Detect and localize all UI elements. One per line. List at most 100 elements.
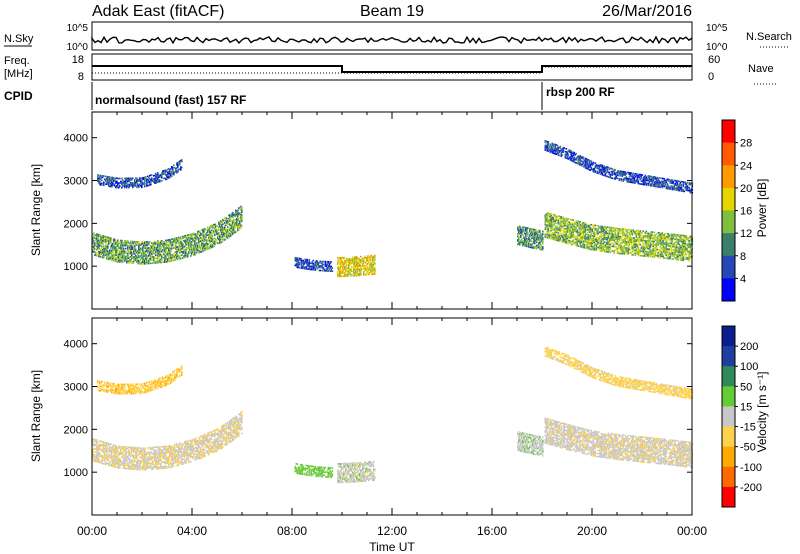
data-pixel	[136, 182, 138, 184]
data-pixel	[591, 247, 594, 249]
data-pixel	[209, 239, 211, 242]
data-pixel	[671, 180, 674, 183]
data-pixel	[364, 269, 366, 272]
data-pixel	[621, 249, 624, 252]
data-pixel	[609, 240, 612, 243]
data-pixel	[681, 240, 684, 243]
data-pixel	[565, 237, 568, 240]
data-pixel	[636, 232, 639, 235]
data-pixel	[609, 176, 612, 179]
data-pixel	[599, 225, 602, 227]
data-pixel	[623, 242, 626, 244]
data-pixel	[597, 167, 600, 170]
colorbar-tick-label: 28	[740, 138, 752, 150]
data-pixel	[201, 243, 203, 245]
data-pixel	[650, 252, 653, 255]
data-pixel	[583, 243, 586, 246]
data-pixel	[579, 164, 582, 166]
sky-panel-frame	[91, 21, 693, 51]
data-pixel	[171, 238, 173, 240]
data-pixel	[662, 237, 665, 239]
data-pixel	[625, 242, 628, 245]
data-pixel	[637, 251, 640, 254]
data-pixel	[313, 266, 316, 268]
data-pixel	[582, 240, 585, 242]
data-pixel	[154, 252, 156, 255]
data-pixel	[642, 230, 645, 232]
data-pixel	[208, 240, 210, 242]
data-pixel	[159, 247, 161, 250]
data-pixel	[562, 146, 565, 149]
data-pixel	[564, 224, 567, 227]
data-pixel	[178, 241, 180, 243]
data-pixel	[229, 229, 231, 232]
data-pixel	[197, 234, 199, 236]
data-pixel	[621, 239, 624, 241]
data-pixel	[576, 223, 579, 226]
data-pixel	[107, 245, 109, 248]
data-pixel	[124, 244, 126, 247]
data-pixel	[175, 259, 177, 261]
data-pixel	[93, 232, 95, 235]
data-pixel	[592, 246, 595, 248]
data-pixel	[538, 237, 540, 239]
data-pixel	[657, 183, 660, 185]
data-pixel	[186, 240, 188, 243]
data-pixel	[555, 239, 558, 241]
data-pixel	[590, 242, 593, 245]
data-pixel	[193, 240, 195, 242]
data-pixel	[639, 251, 642, 254]
data-pixel	[677, 241, 680, 244]
data-pixel	[115, 251, 117, 253]
data-pixel	[581, 235, 584, 238]
data-pixel	[652, 250, 655, 252]
data-pixel	[600, 244, 603, 246]
data-pixel	[661, 185, 664, 187]
data-pixel	[138, 249, 140, 251]
data-pixel	[567, 228, 570, 231]
data-pixel	[564, 238, 567, 241]
data-pixel	[579, 242, 582, 245]
data-pixel	[548, 235, 551, 238]
data-pixel	[196, 235, 198, 238]
data-pixel	[168, 251, 170, 254]
data-pixel	[653, 237, 656, 240]
data-pixel	[171, 260, 173, 262]
data-pixel	[92, 450, 94, 453]
data-pixel	[527, 235, 529, 237]
data-pixel	[236, 221, 238, 223]
data-pixel	[98, 180, 100, 183]
data-pixel	[611, 174, 614, 176]
data-pixel	[111, 256, 113, 258]
data-pixel	[629, 236, 632, 239]
data-pixel	[162, 172, 164, 174]
data-pixel	[679, 237, 682, 240]
data-pixel	[672, 258, 675, 260]
data-pixel	[205, 229, 207, 231]
data-pixel	[165, 248, 167, 251]
data-pixel	[547, 150, 550, 152]
data-pixel	[159, 174, 161, 177]
data-pixel	[203, 234, 205, 237]
data-pixel	[229, 215, 231, 218]
data-pixel	[209, 227, 211, 229]
data-pixel	[581, 244, 584, 247]
data-pixel	[608, 237, 611, 239]
data-pixel	[96, 251, 98, 254]
data-pixel	[576, 240, 579, 242]
data-pixel	[154, 248, 156, 250]
data-pixel	[301, 267, 304, 269]
data-pixel	[576, 235, 579, 238]
data-pixel	[185, 242, 187, 245]
data-pixel	[357, 273, 359, 275]
data-pixel	[558, 227, 561, 230]
data-pixel	[622, 174, 625, 176]
data-pixel	[633, 180, 636, 183]
data-pixel	[201, 244, 203, 247]
data-pixel	[593, 235, 596, 237]
data-pixel	[610, 236, 613, 238]
data-pixel	[546, 215, 549, 217]
data-pixel	[92, 453, 94, 456]
data-pixel	[552, 150, 555, 153]
data-pixel	[139, 255, 141, 257]
